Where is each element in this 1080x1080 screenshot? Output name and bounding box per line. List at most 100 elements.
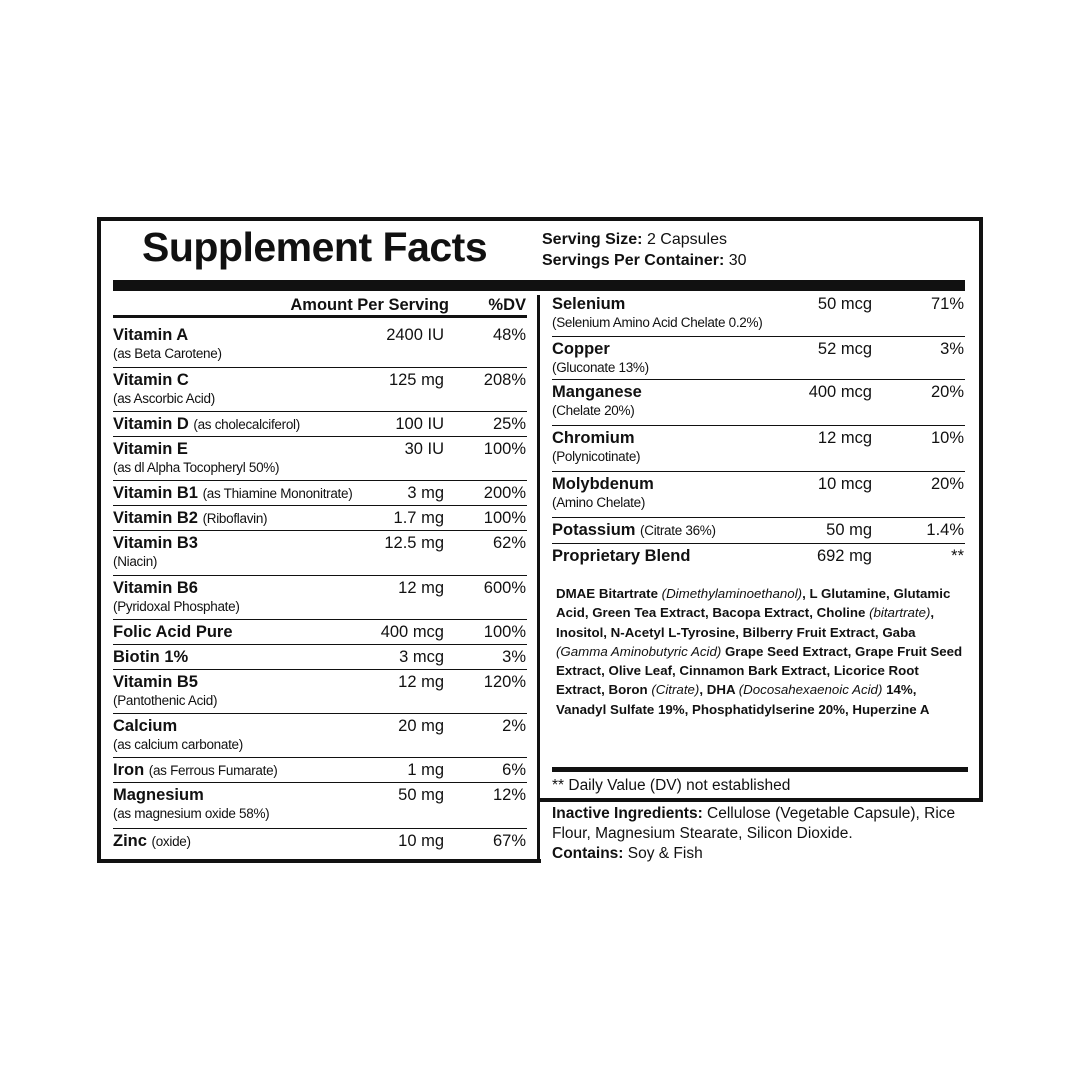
nutrient-amount: 400 mcg [808, 383, 872, 401]
nutrient-amount: 125 mg [388, 371, 444, 389]
nutrient-name-text: Copper [552, 340, 610, 358]
dv-footnote: ** Daily Value (DV) not established [552, 777, 791, 794]
nutrient-row: Vitamin B1 (as Thiamine Mononitrate) 3 mg… [113, 481, 527, 506]
blend-ingredient-text: , Inositol, N-Acetyl L-Tyrosine, Bilberr… [556, 605, 935, 640]
blend-ingredient-text: (Gamma Aminobutyric Acid) [556, 643, 722, 659]
nutrient-amount: 400 mcg [380, 623, 444, 641]
nutrient-row: Vitamin B2 (Riboflavin) 1.7 mg 100% [113, 506, 527, 531]
nutrient-dv: 100% [483, 623, 526, 641]
nutrient-source: (Pyridoxal Phosphate) [113, 599, 240, 614]
blend-ingredient-text: (Dimethylaminoethanol) [661, 586, 803, 601]
contains-label: Contains: [552, 845, 624, 862]
nutrient-dv: 20% [930, 475, 964, 493]
nutrient-name-text: Vitamin D [113, 415, 189, 433]
nutrient-dv: 20% [930, 383, 964, 401]
nutrient-source: (as Ferrous Fumarate) [148, 763, 278, 778]
nutrient-row: Molybdenum (Amino Chelate) 10 mcg 20% [552, 472, 965, 518]
nutrient-amount: 50 mg [398, 786, 444, 804]
nutrient-source: (Pantothenic Acid) [113, 693, 218, 708]
nutrient-name-text: Vitamin B1 [113, 484, 198, 502]
nutrient-name-text: Vitamin E [113, 440, 188, 458]
nutrient-name-text: Vitamin B6 [113, 579, 198, 597]
label-frame-left [97, 217, 541, 863]
nutrient-name: Magnesium (as magnesium oxide 58%) [113, 783, 527, 822]
nutrient-name: Vitamin A (as Beta Carotene) [113, 323, 527, 362]
nutrient-row: Biotin 1% 3 mcg 3% [113, 645, 527, 670]
nutrient-row: Calcium (as calcium carbonate) 20 mg 2% [113, 714, 527, 758]
nutrient-row: Iron (as Ferrous Fumarate) 1 mg 6% [113, 758, 527, 783]
nutrient-amount: 50 mcg [817, 295, 872, 313]
nutrient-amount: 12 mg [398, 579, 444, 597]
blend-ingredient-text: (Citrate) [651, 682, 700, 698]
nutrient-name: Vitamin B6 (Pyridoxal Phosphate) [113, 576, 527, 615]
nutrient-source: (Amino Chelate) [552, 495, 646, 510]
blend-ingredient-text: (Docosahexaenoic Acid) [738, 682, 883, 698]
nutrient-source: (as Thiamine Mononitrate) [202, 486, 353, 501]
nutrient-name: Calcium (as calcium carbonate) [113, 714, 527, 753]
nutrient-dv: 67% [492, 832, 526, 850]
nutrient-dv: 25% [492, 415, 526, 433]
nutrient-name: Vitamin B3 (Niacin) [113, 531, 527, 570]
nutrient-name: Potassium (Citrate 36%) [552, 518, 965, 540]
nutrient-dv: 1.4% [926, 521, 964, 539]
nutrient-row: Vitamin A (as Beta Carotene) 2400 IU 48% [113, 323, 527, 368]
nutrient-row: Chromium (Polynicotinate) 12 mcg 10% [552, 426, 965, 472]
nutrient-name: Folic Acid Pure [113, 620, 527, 642]
nutrient-dv: 100% [483, 509, 526, 527]
inactive-label: Inactive Ingredients: [552, 805, 703, 822]
nutrient-list-right: Selenium (Selenium Amino Acid Chelate 0.2… [552, 292, 965, 574]
nutrient-source: (as dl Alpha Tocopheryl 50%) [113, 460, 280, 475]
serving-info: Serving Size: 2 Capsules Servings Per Co… [542, 229, 747, 271]
nutrient-amount: 10 mg [398, 832, 444, 850]
nutrient-amount: 12 mcg [817, 429, 872, 447]
nutrient-source: (Gluconate 13%) [552, 360, 649, 375]
nutrient-name: Zinc (oxide) [113, 829, 527, 851]
nutrient-name-text: Magnesium [113, 786, 204, 804]
nutrient-name: Selenium (Selenium Amino Acid Chelate 0.2… [552, 292, 965, 331]
blend-ingredient-text: , DHA [699, 682, 739, 698]
nutrient-row: Vitamin E (as dl Alpha Tocopheryl 50%) 30 … [113, 437, 527, 481]
nutrient-name-text: Calcium [113, 717, 178, 735]
nutrient-name: Vitamin B5 (Pantothenic Acid) [113, 670, 527, 709]
thick-divider [113, 280, 965, 291]
nutrient-name-text: Potassium [552, 521, 636, 539]
nutrient-row: Magnesium (as magnesium oxide 58%) 50 mg 12… [113, 783, 527, 829]
nutrient-dv: 12% [492, 786, 526, 804]
nutrient-row: Selenium (Selenium Amino Acid Chelate 0.2… [552, 292, 965, 337]
nutrient-dv: 100% [483, 440, 526, 458]
nutrient-name-text: Zinc [113, 832, 147, 850]
nutrient-row: Vitamin B3 (Niacin) 12.5 mg 62% [113, 531, 527, 576]
inactive-ingredients: Inactive Ingredients: Cellulose (Vegetab… [552, 804, 972, 864]
nutrient-source: (as Beta Carotene) [113, 346, 222, 361]
nutrient-source: (Chelate 20%) [552, 403, 635, 418]
nutrient-name: Vitamin B1 (as Thiamine Mononitrate) [113, 481, 527, 503]
serving-size-label: Serving Size: [542, 231, 643, 248]
nutrient-row: Proprietary Blend 692 mg ** [552, 544, 965, 574]
nutrient-name: Vitamin E (as dl Alpha Tocopheryl 50%) [113, 437, 527, 476]
nutrient-dv: 3% [940, 340, 964, 358]
nutrient-dv: ** [951, 547, 964, 565]
nutrient-amount: 20 mg [398, 717, 444, 735]
nutrient-source: (as Ascorbic Acid) [113, 391, 215, 406]
nutrient-amount: 30 IU [404, 440, 444, 458]
nutrient-dv: 3% [502, 648, 526, 666]
label-frame-right [537, 217, 983, 802]
nutrient-name-text: Molybdenum [552, 475, 654, 493]
nutrient-amount: 100 IU [395, 415, 444, 433]
nutrient-amount: 12 mg [398, 673, 444, 691]
blend-ingredient-text: (bitartrate) [869, 605, 931, 621]
nutrient-amount: 10 mcg [817, 475, 872, 493]
serving-size: 2 Capsules [646, 231, 727, 248]
nutrient-name-text: Vitamin A [113, 326, 189, 344]
nutrient-dv: 6% [502, 761, 526, 779]
nutrient-list-left: Vitamin A (as Beta Carotene) 2400 IU 48% Vit… [113, 323, 527, 859]
nutrient-name: Biotin 1% [113, 645, 527, 667]
nutrient-name: Chromium (Polynicotinate) [552, 426, 965, 465]
nutrient-name-text: Manganese [552, 383, 642, 401]
nutrient-dv: 71% [930, 295, 964, 313]
blend-ingredient-text: 14%, Vanadyl Sulfate 19%, Phosphatidylse… [556, 682, 930, 717]
nutrient-name: Manganese (Chelate 20%) [552, 380, 965, 419]
nutrient-row: Zinc (oxide) 10 mg 67% [113, 829, 527, 859]
nutrient-dv: 10% [930, 429, 964, 447]
nutrient-row: Vitamin C (as Ascorbic Acid) 125 mg 208% [113, 368, 527, 412]
